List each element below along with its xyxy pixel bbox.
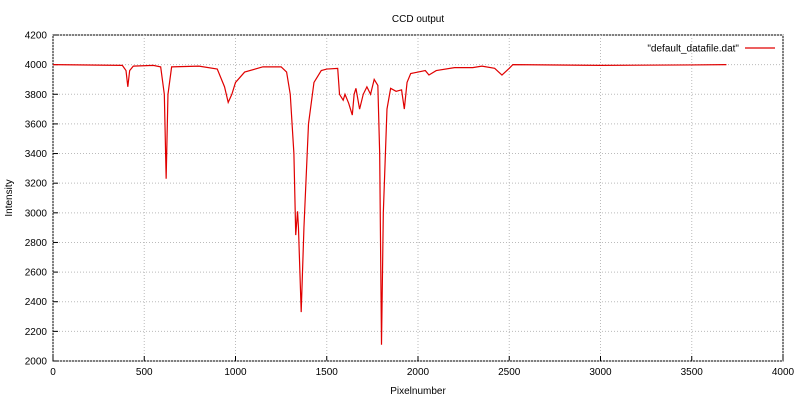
x-tick-label: 1000 [224,367,247,378]
x-tick-label: 3500 [681,367,704,378]
x-tick-label: 2000 [407,367,430,378]
y-tick-label: 3000 [25,208,48,219]
data-line [52,64,727,345]
y-tick-label: 2600 [25,268,48,279]
x-tick-label: 1500 [316,367,339,378]
x-tick-label: 2500 [498,367,521,378]
y-axis-label: Intensity [4,179,15,216]
x-tick-label: 4000 [772,367,795,378]
y-tick-label: 3200 [25,179,48,190]
chart-title: CCD output [392,14,444,25]
x-tick-label: 500 [136,367,153,378]
y-tick-label: 3800 [25,90,48,101]
x-tick-label: 3000 [589,367,612,378]
x-tick-label: 0 [50,367,56,378]
y-tick-label: 4200 [25,31,48,42]
y-tick-label: 2000 [25,357,48,368]
y-tick-label: 3400 [25,149,48,160]
x-axis-label: Pixelnumber [390,386,446,397]
y-tick-label: 2200 [25,327,48,338]
y-tick-label: 4000 [25,60,48,71]
legend-label: "default_datafile.dat" [647,44,739,55]
y-tick-label: 2400 [25,297,48,308]
y-tick-label: 2800 [25,238,48,249]
y-tick-label: 3600 [25,119,48,130]
